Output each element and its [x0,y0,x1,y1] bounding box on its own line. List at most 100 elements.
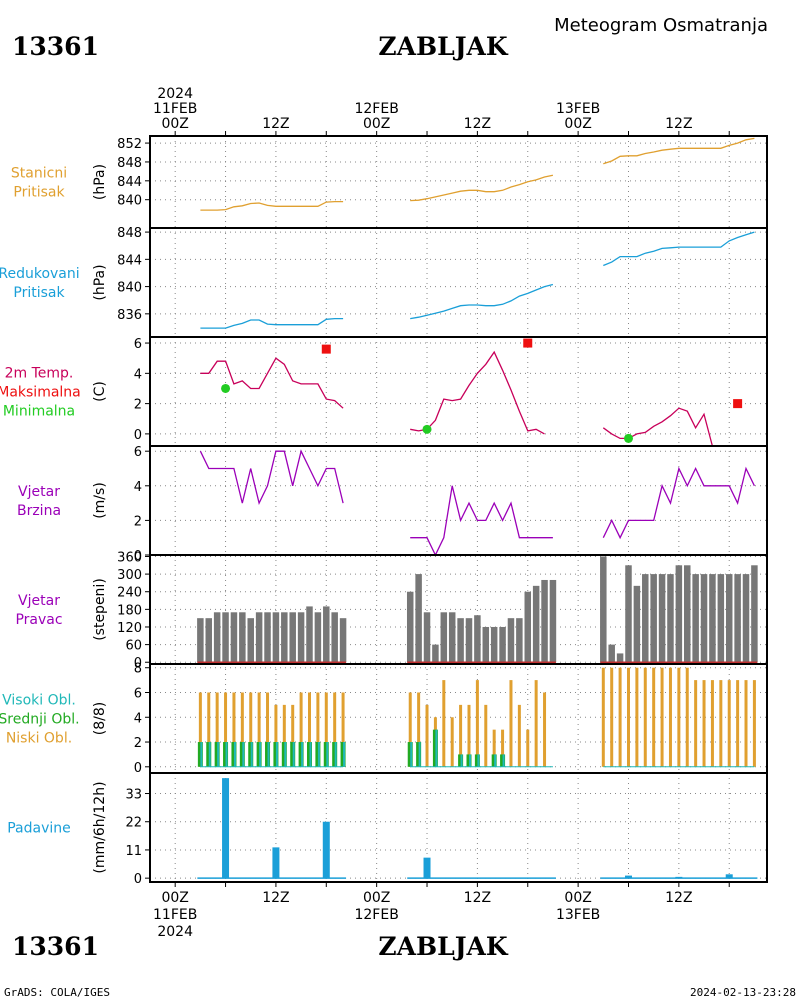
data-bar [197,618,204,663]
series-line [603,231,755,267]
time-label-top: 12Z [262,116,289,132]
y-tick-label: 844 [117,175,142,190]
panel-label: Visoki Obl. [2,693,76,709]
cloud-bar [727,680,731,767]
data-bar [247,618,254,663]
panel-temperature: 0 2 4 6 (C) 2m Temp. Maksimalna Minimalna [0,336,768,447]
cloud-bar [259,742,262,767]
cloud-bar [643,667,647,767]
cloud-bar [266,692,270,767]
cloud-bar [334,742,337,767]
cloud-bar [224,692,228,767]
data-bar [272,847,280,879]
cloud-bar [468,754,471,767]
cloud-bar [200,742,203,767]
y-axis-label: (C) [92,381,108,402]
cloud-bar [198,692,202,767]
cloud-bar [543,692,547,767]
time-label-top: 00Z [161,116,188,132]
cloud-bar [702,680,706,767]
cloud-bar [341,692,345,767]
y-tick-label: 836 [117,308,142,323]
cloud-bar [257,692,261,767]
cloud-bar [240,692,244,767]
time-label-bottom: 2024 [157,924,193,940]
y-tick-label: 8 [134,662,142,677]
cloud-bar [677,667,681,767]
series-line [200,200,344,211]
cloud-bar [242,742,245,767]
data-bar [448,612,456,663]
cloud-bar [618,667,622,767]
data-bar [624,875,632,879]
y-tick-label: 848 [117,226,142,241]
data-bar [734,574,741,663]
cloud-bar [274,704,278,767]
data-bar [205,618,213,663]
y-tick-label: 0 [134,656,142,671]
cloud-bar [601,667,605,767]
cloud-bar [526,729,530,767]
cloud-bar [502,754,505,767]
data-bar [650,574,657,663]
y-axis-label: (8/8) [92,702,108,735]
data-bar [524,591,532,663]
min-temp-marker [422,424,432,434]
product-title: Meteogram Osmatranja [554,15,768,36]
y-axis-label: (hPa) [92,264,108,300]
series-line [200,317,344,329]
cloud-bar [710,680,714,767]
y-tick-label: 120 [117,621,142,636]
data-bar [255,612,263,663]
cloud-bar [225,742,228,767]
time-label-bottom: 12FEB [354,907,398,923]
panel-label: Vjetar [18,593,60,609]
cloud-bar [417,692,421,767]
cloud-bar [232,692,236,767]
y-tick-label: 852 [117,137,142,152]
cloud-bar [626,667,630,767]
cloud-bar [475,680,479,767]
data-bar [725,874,733,879]
data-bar [516,618,523,663]
panel-label: 2m Temp. [5,366,74,382]
data-bar [499,626,506,663]
series-line [410,350,545,435]
cloud-bar [284,742,287,767]
series-line [199,449,344,506]
y-tick-label: 6 [134,445,142,460]
cloud-bar [307,692,311,767]
data-bar [281,612,288,663]
data-bar [323,606,330,663]
data-bar [675,565,683,663]
time-label-bottom: 12Z [464,890,491,906]
time-label-top: 12FEB [354,101,398,117]
time-label-bottom: 00Z [564,890,591,906]
panel-reduced_pressure: 836 840 844 848 (hPa) Redukovani Pritisak [0,226,768,338]
data-bar [658,574,666,663]
data-bar [239,612,246,663]
cloud-bar [635,667,639,767]
data-bar [725,574,733,663]
y-tick-label: 4 [134,480,142,495]
panel-frame [149,227,768,338]
cloud-bar [233,742,236,767]
cloud-bar [467,704,471,767]
series-line [410,485,553,557]
station-id-top: 13361 [12,32,99,61]
data-bar [457,618,464,663]
cloud-bar [333,692,337,767]
cloud-bar [492,729,496,767]
cloud-bar [660,667,664,767]
panel-precipitation: 0 11 22 33 (mm/6h/12h) Padavine [7,772,768,887]
footer-timestamp: 2024-02-13-23:28 [690,986,796,999]
y-tick-label: 844 [117,253,142,268]
cloud-bar [250,742,253,767]
data-bar [432,644,439,663]
cloud-bar [292,742,295,767]
cloud-bar [494,754,497,767]
y-tick-label: 840 [117,281,142,296]
time-label-bottom: 12Z [665,890,692,906]
cloud-bar [418,742,421,767]
data-bar [751,565,758,663]
